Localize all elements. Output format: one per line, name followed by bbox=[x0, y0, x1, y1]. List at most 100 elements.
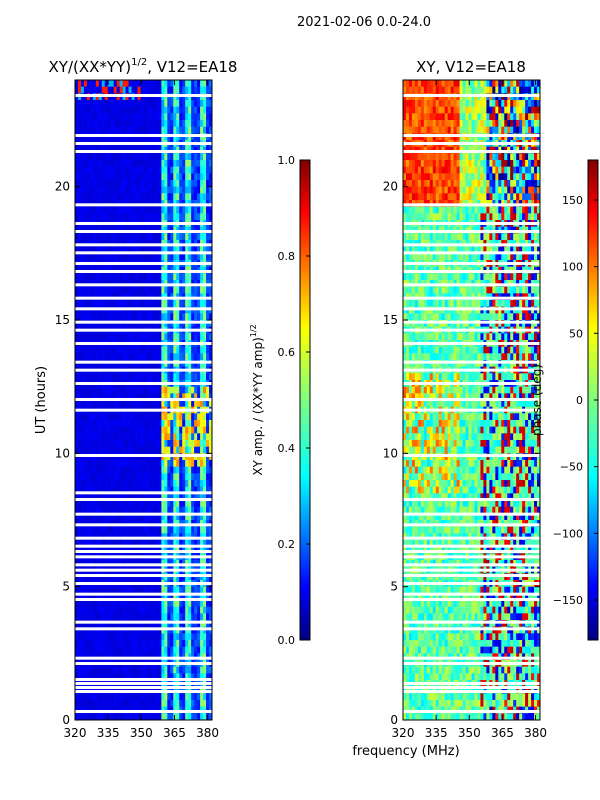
heatmap-cell bbox=[137, 186, 141, 194]
heatmap-cell bbox=[77, 153, 82, 161]
heatmap-cell bbox=[507, 113, 511, 121]
heatmap-cell bbox=[113, 273, 118, 281]
heatmap-cell bbox=[113, 253, 118, 261]
heatmap-cell bbox=[209, 153, 212, 161]
heatmap-cell bbox=[128, 166, 132, 174]
heatmap-cell bbox=[116, 513, 121, 521]
heatmap-cell bbox=[158, 100, 162, 108]
heatmap-cell bbox=[128, 106, 132, 114]
heatmap-cell bbox=[89, 666, 94, 674]
heatmap-cell bbox=[516, 113, 520, 121]
heatmap-cell bbox=[158, 246, 162, 254]
heatmap-cell bbox=[95, 393, 100, 401]
heatmap-cell bbox=[152, 586, 156, 594]
heatmap-cell bbox=[116, 526, 121, 534]
heatmap-cell bbox=[513, 80, 517, 88]
heatmap-cell bbox=[113, 480, 118, 488]
heatmap-cell bbox=[101, 693, 106, 701]
heatmap-cell bbox=[125, 120, 130, 128]
heatmap-cell bbox=[83, 393, 88, 401]
heatmap-cell bbox=[158, 233, 162, 241]
heatmap-cell bbox=[95, 206, 100, 214]
heatmap-cell bbox=[182, 426, 186, 434]
heatmap-cell bbox=[92, 640, 97, 648]
heatmap-cell bbox=[194, 693, 198, 701]
flagged-row bbox=[75, 251, 212, 255]
x-tick-label: 380 bbox=[196, 726, 219, 740]
heatmap-cell bbox=[456, 126, 460, 134]
heatmap-cell bbox=[188, 413, 192, 421]
heatmap-cell bbox=[492, 106, 496, 114]
heatmap-cell bbox=[140, 120, 144, 128]
heatmap-cell bbox=[176, 646, 180, 654]
heatmap-cell bbox=[146, 420, 150, 428]
heatmap-cell bbox=[116, 486, 121, 494]
heatmap-cell bbox=[122, 480, 127, 488]
heatmap-cell bbox=[149, 473, 153, 481]
heatmap-cell bbox=[146, 433, 150, 441]
heatmap-cell bbox=[86, 246, 91, 254]
heatmap-cell bbox=[456, 106, 460, 114]
heatmap-cell bbox=[95, 473, 100, 481]
heatmap-cell bbox=[191, 473, 195, 481]
heatmap-cell bbox=[149, 666, 153, 674]
heatmap-cell bbox=[92, 613, 97, 621]
heatmap-cell bbox=[206, 273, 210, 281]
heatmap-cell bbox=[167, 126, 171, 134]
heatmap-cell bbox=[89, 160, 94, 168]
flagged-row bbox=[75, 328, 212, 332]
heatmap-cell bbox=[203, 693, 207, 701]
heatmap-cell bbox=[498, 100, 502, 108]
heatmap-cell bbox=[140, 466, 144, 474]
heatmap-cell bbox=[173, 473, 177, 481]
heatmap-cell bbox=[92, 700, 97, 708]
heatmap-cell bbox=[122, 100, 127, 108]
heatmap-cell bbox=[128, 473, 132, 481]
heatmap-cell bbox=[137, 673, 141, 681]
heatmap-cell bbox=[158, 466, 162, 474]
heatmap-cell bbox=[164, 126, 168, 134]
heatmap-cell bbox=[122, 353, 127, 361]
heatmap-cell bbox=[176, 80, 180, 88]
heatmap-cell bbox=[146, 186, 150, 194]
heatmap-cell bbox=[95, 86, 100, 94]
heatmap-cell bbox=[131, 160, 135, 168]
heatmap-cell bbox=[98, 393, 103, 401]
heatmap-cell bbox=[131, 413, 135, 421]
heatmap-cell bbox=[182, 413, 186, 421]
heatmap-cell bbox=[116, 80, 121, 88]
heatmap-cell bbox=[164, 673, 168, 681]
heatmap-cell bbox=[167, 193, 171, 201]
heatmap-cell bbox=[200, 113, 204, 121]
heatmap-cell bbox=[107, 193, 112, 201]
heatmap-cell bbox=[185, 206, 189, 214]
heatmap-cell bbox=[155, 346, 159, 354]
heatmap-cell bbox=[537, 80, 540, 88]
heatmap-cell bbox=[152, 206, 156, 214]
heatmap-cell bbox=[516, 120, 520, 128]
heatmap-cell bbox=[80, 126, 85, 134]
heatmap-cell bbox=[119, 333, 124, 341]
heatmap-cell bbox=[107, 100, 112, 108]
heatmap-cell bbox=[92, 713, 97, 720]
heatmap-cell bbox=[140, 300, 144, 308]
heatmap-cell bbox=[119, 233, 124, 241]
heatmap-cell bbox=[83, 106, 88, 114]
heatmap-cell bbox=[441, 80, 446, 88]
heatmap-cell bbox=[116, 373, 121, 381]
heatmap-cell bbox=[122, 420, 127, 428]
heatmap-cell bbox=[122, 106, 127, 114]
heatmap-cell bbox=[110, 373, 115, 381]
heatmap-cell bbox=[423, 80, 428, 88]
heatmap-cell bbox=[167, 106, 171, 114]
heatmap-cell bbox=[164, 253, 168, 261]
heatmap-cell bbox=[161, 433, 165, 441]
heatmap-cell bbox=[149, 166, 153, 174]
colorbar-tick-label: 0.4 bbox=[278, 442, 296, 455]
heatmap-cell bbox=[471, 80, 475, 88]
heatmap-cell bbox=[122, 166, 127, 174]
heatmap-cell bbox=[158, 613, 162, 621]
heatmap-cell bbox=[176, 386, 180, 394]
heatmap-cell bbox=[134, 386, 138, 394]
heatmap-cell bbox=[191, 313, 195, 321]
